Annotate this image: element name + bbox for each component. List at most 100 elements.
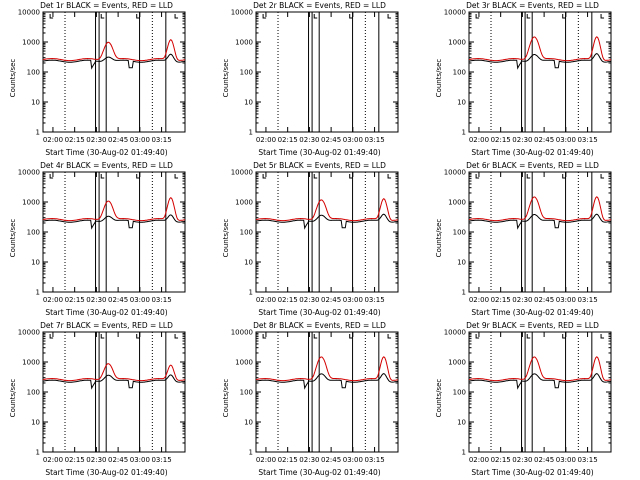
- y-axis-label: Counts/sec: [435, 58, 443, 98]
- flag-mark: [387, 14, 392, 19]
- x-tick-label: 03:00: [130, 456, 150, 464]
- detector-panel: Det 2r BLACK = Events, RED = LLD 1 10 100 10…: [213, 0, 426, 160]
- black-series-line: [468, 53, 612, 70]
- x-tick-label: 03:15: [364, 296, 384, 304]
- chart-plot: 1 10 100 1000 10000 02:00 02:15 02:30 02:45 03:00…: [231, 9, 399, 144]
- flag-mark: [49, 14, 54, 19]
- red-series-line: [468, 196, 612, 222]
- flag-mark: [526, 14, 531, 19]
- y-tick-label: 1000: [235, 39, 253, 47]
- y-tick-label: 1000: [22, 199, 40, 207]
- plot-frame: [468, 331, 612, 453]
- detector-panel: Det 3r BLACK = Events, RED = LLD 1 10 100 10…: [426, 0, 639, 160]
- y-tick-label: 10: [244, 259, 253, 267]
- flag-mark: [136, 14, 140, 19]
- chart-plot: 1 10 100 1000 10000 02:00 02:15 02:30 02:45 03:00…: [444, 329, 612, 464]
- x-tick-label: 02:00: [469, 456, 489, 464]
- plot-frame: [255, 331, 399, 453]
- detector-panel: Det 5r BLACK = Events, RED = LLD 1 10 100 10…: [213, 160, 426, 320]
- x-tick-label: 02:15: [491, 296, 511, 304]
- flag-mark: [100, 14, 105, 19]
- y-tick-label: 100: [27, 69, 40, 77]
- y-tick-label: 10: [244, 419, 253, 427]
- chart-plot: 1 10 100 1000 10000 02:00 02:15 02:30 02:45 03:00…: [444, 9, 612, 144]
- flag-mark: [100, 334, 105, 339]
- flag-mark: [49, 174, 54, 179]
- panel-title: Det 8r BLACK = Events, RED = LLD: [253, 321, 386, 330]
- x-axis-label: Start Time (30-Aug-02 01:49:40): [258, 148, 381, 157]
- x-tick-label: 02:30: [86, 136, 106, 144]
- black-series-line: [468, 373, 612, 390]
- x-tick-label: 03:15: [577, 136, 597, 144]
- panel-title: Det 6r BLACK = Events, RED = LLD: [466, 161, 599, 170]
- plot-frame: [255, 11, 399, 133]
- x-tick-label: 02:30: [299, 296, 319, 304]
- plot-frame: [468, 11, 612, 133]
- x-axis-label: Start Time (30-Aug-02 01:49:40): [471, 148, 594, 157]
- x-tick-label: 02:45: [108, 136, 128, 144]
- red-series-line: [42, 363, 186, 382]
- flag-mark: [475, 14, 480, 19]
- flag-mark: [313, 14, 318, 19]
- y-tick-label: 100: [27, 389, 40, 397]
- x-tick-label: 02:45: [534, 456, 554, 464]
- flag-mark: [313, 174, 318, 179]
- x-tick-label: 02:00: [256, 296, 276, 304]
- y-axis-label: Counts/sec: [222, 378, 230, 418]
- y-tick-label: 100: [453, 69, 466, 77]
- chart-plot: 1 10 100 1000 10000 02:00 02:15 02:30 02:45 03:00…: [18, 169, 186, 304]
- x-tick-label: 02:45: [108, 456, 128, 464]
- y-tick-label: 10000: [18, 329, 40, 337]
- x-tick-label: 02:45: [321, 296, 341, 304]
- y-tick-label: 1000: [448, 39, 466, 47]
- x-tick-label: 03:00: [130, 136, 150, 144]
- flag-mark: [562, 334, 566, 339]
- x-tick-label: 03:00: [130, 296, 150, 304]
- y-axis-label: Counts/sec: [9, 58, 17, 98]
- x-tick-label: 02:15: [491, 136, 511, 144]
- flag-mark: [526, 174, 531, 179]
- panel-title: Det 9r BLACK = Events, RED = LLD: [466, 321, 599, 330]
- x-tick-label: 02:15: [278, 296, 298, 304]
- flag-mark: [349, 14, 353, 19]
- detector-panel: Det 7r BLACK = Events, RED = LLD 1 10 100 10…: [0, 320, 213, 480]
- y-tick-label: 10: [457, 259, 466, 267]
- black-series-line: [468, 213, 612, 230]
- flag-mark: [349, 334, 353, 339]
- flag-mark: [387, 174, 392, 179]
- flag-mark: [262, 334, 267, 339]
- detector-panel: Det 8r BLACK = Events, RED = LLD 1 10 100 10…: [213, 320, 426, 480]
- y-tick-label: 10: [31, 419, 40, 427]
- chart-plot: 1 10 100 1000 10000 02:00 02:15 02:30 02:45 03:00…: [18, 9, 186, 144]
- x-axis-label: Start Time (30-Aug-02 01:49:40): [471, 308, 594, 317]
- y-axis-label: Counts/sec: [222, 218, 230, 258]
- x-tick-label: 02:00: [469, 296, 489, 304]
- plot-frame: [468, 171, 612, 293]
- y-tick-label: 1000: [235, 359, 253, 367]
- black-series-line: [255, 373, 399, 390]
- x-tick-label: 03:15: [577, 456, 597, 464]
- flag-mark: [174, 174, 179, 179]
- x-tick-label: 03:00: [556, 136, 576, 144]
- y-tick-label: 10000: [444, 169, 466, 177]
- x-tick-label: 03:15: [577, 296, 597, 304]
- x-tick-label: 02:30: [299, 136, 319, 144]
- detector-panel: Det 1r BLACK = Events, RED = LLD 1 10 100 10…: [0, 0, 213, 160]
- y-tick-label: 1: [36, 129, 40, 137]
- y-axis-label: Counts/sec: [435, 218, 443, 258]
- flag-mark: [475, 174, 480, 179]
- y-tick-label: 100: [453, 389, 466, 397]
- y-tick-label: 1000: [22, 39, 40, 47]
- x-tick-label: 03:00: [556, 456, 576, 464]
- black-series-line: [42, 214, 186, 230]
- x-tick-label: 02:00: [256, 136, 276, 144]
- panel-title: Det 2r BLACK = Events, RED = LLD: [253, 1, 386, 10]
- y-tick-label: 10: [31, 259, 40, 267]
- black-series-line: [42, 374, 186, 390]
- y-tick-label: 10000: [18, 9, 40, 17]
- detector-panel: Det 6r BLACK = Events, RED = LLD 1 10 100 10…: [426, 160, 639, 320]
- plot-frame: [255, 171, 399, 293]
- flag-mark: [100, 174, 105, 179]
- x-tick-label: 02:45: [321, 136, 341, 144]
- x-axis-label: Start Time (30-Aug-02 01:49:40): [45, 148, 168, 157]
